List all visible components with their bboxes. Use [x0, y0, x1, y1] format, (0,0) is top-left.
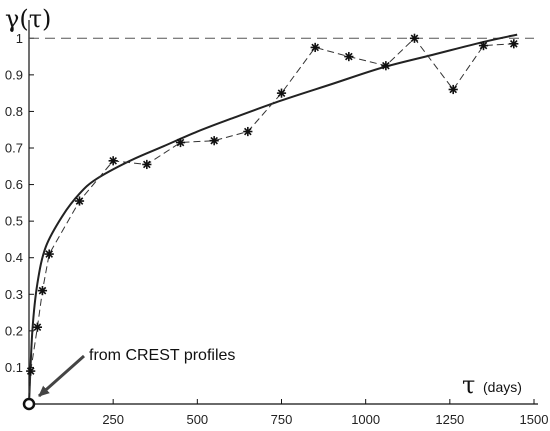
y-tick-label: 1 [16, 31, 23, 46]
y-tick-label: 0.5 [5, 214, 23, 229]
data-point-marker [44, 249, 54, 259]
x-tick-label: 250 [102, 412, 124, 427]
x-tick-label: 750 [271, 412, 293, 427]
data-point-marker [175, 137, 186, 148]
data-point-marker [74, 196, 85, 206]
y-tick-label: 0.6 [5, 177, 23, 192]
y-tick-label: 0.3 [5, 287, 23, 302]
data-point-marker [448, 84, 458, 95]
data-point-marker [243, 126, 253, 137]
origin-marker [22, 397, 36, 411]
data-point-marker [209, 136, 219, 146]
axes [28, 20, 538, 405]
x-tick-label: 500 [186, 412, 208, 427]
y-tick-label: 0.8 [5, 104, 23, 119]
data-point-marker [409, 33, 420, 43]
y-axis-label: γ(τ) [5, 5, 51, 33]
data-point-marker [310, 42, 320, 53]
fit-curve [28, 33, 518, 405]
data-point-marker [32, 322, 43, 332]
x-tick-label: 1000 [351, 412, 380, 427]
data-point-marker [37, 286, 48, 296]
y-tick-label: 0.7 [5, 141, 23, 156]
x-axis-label-unit: (days) [483, 379, 522, 395]
y-ticks: 0.1 0.2 0.3 0.4 0.5 0.6 0.7 0.8 0.9 1 [5, 31, 34, 375]
data-point-marker [509, 39, 519, 49]
annotation-arrow [38, 354, 85, 398]
data-point-marker [26, 366, 36, 376]
x-ticks: 250 500 750 1000 1250 1500 [102, 399, 548, 427]
y-tick-label: 0.9 [5, 67, 23, 82]
y-tick-label: 0.2 [5, 323, 23, 338]
annotation-text: from CREST profiles [89, 347, 235, 364]
y-tick-label: 0.1 [5, 360, 23, 375]
x-tick-label: 1250 [435, 412, 464, 427]
data-point-marker [344, 51, 354, 62]
data-point-marker [142, 159, 152, 170]
y-tick-label: 0.4 [5, 250, 23, 265]
x-tick-label: 1500 [520, 412, 549, 427]
data-point-marker [276, 88, 287, 98]
data-point-marker [108, 156, 118, 166]
data-point-marker [381, 61, 391, 71]
x-axis-label-symbol: τ [462, 371, 475, 399]
series-layer [26, 33, 519, 405]
data-point-marker [478, 41, 489, 51]
